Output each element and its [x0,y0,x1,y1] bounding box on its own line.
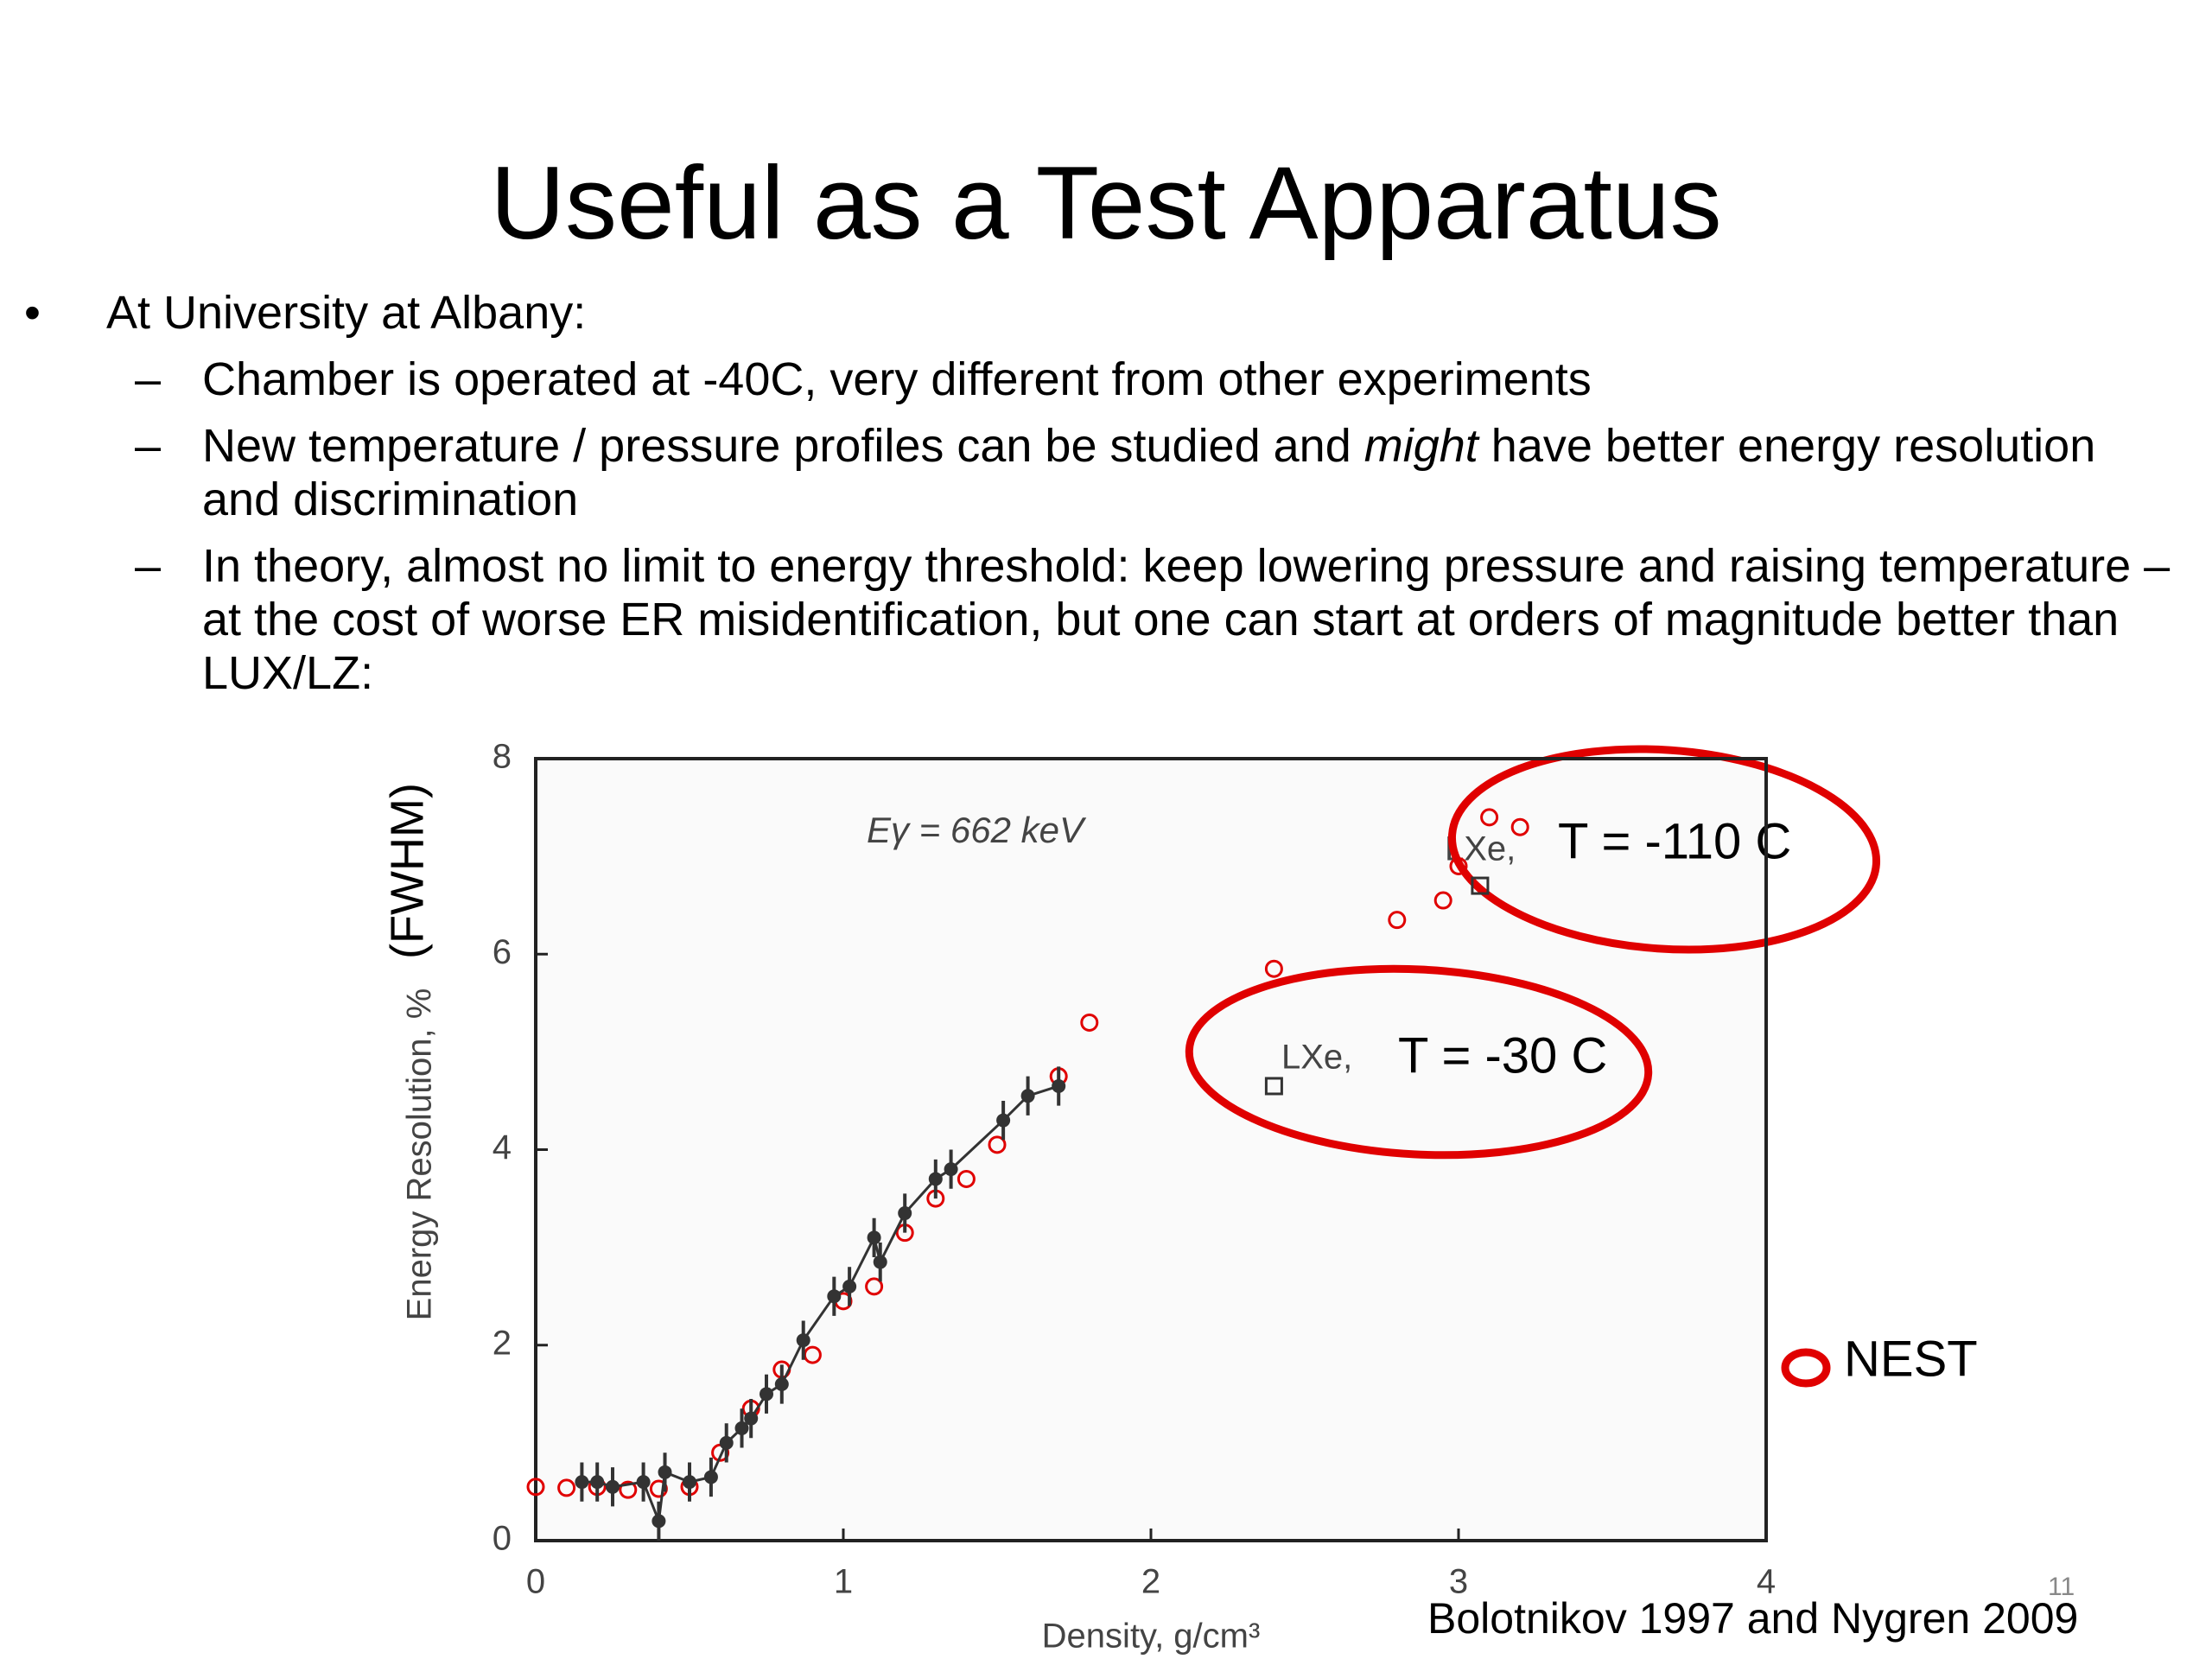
data-point [557,1478,576,1497]
data-point [719,1435,734,1450]
page-number: 11 [2048,1573,2075,1601]
data-point [636,1475,651,1490]
data-point [1264,1077,1283,1096]
legend-label: NEST [1844,1331,1978,1387]
data-point [703,1470,718,1484]
data-point [1264,959,1283,978]
data-point [606,1479,620,1494]
bullet: At University at Albany: [0,286,2212,340]
x-axis-label: Density, g/cm³ [1042,1618,1261,1656]
data-point [1433,891,1452,910]
sub-bullet: Chamber is operated at -40C, very differ… [0,353,2212,406]
x-tick-label: 4 [1757,1563,1776,1601]
data-point [873,1255,887,1269]
slide-title: Useful as a Test Apparatus [490,145,1722,261]
data-point [774,1377,789,1391]
text-run: Chamber is operated at -40C, very differ… [202,353,1592,405]
data-point [796,1333,810,1348]
data-point [590,1475,605,1490]
plot-frame [534,757,1768,1542]
sub-bullet: In theory, almost no limit to energy thr… [0,539,2212,700]
y-axis-label: Energy Resolution, % [401,988,439,1321]
y-tick-label: 4 [493,1128,512,1166]
text-run: In theory, almost no limit to energy thr… [202,540,2171,699]
x-tick-label: 2 [1141,1563,1160,1601]
data-point [683,1475,696,1490]
highlight-ellipse [1185,964,1653,1160]
data-point [526,1478,545,1497]
text-run: might [1363,420,1478,472]
highlight-ellipse [1447,745,1881,954]
data-point [988,1135,1007,1154]
source: Bolotnikov 1997 and Nygren 2009 [1427,1594,2078,1643]
sub-list: Chamber is operated at -40C, very differ… [0,353,2212,700]
data-point [1471,876,1490,895]
data-point [928,1172,943,1186]
data-point [944,1162,958,1177]
data-point [1052,1078,1066,1093]
data-point [1020,1089,1035,1103]
y-tick-label: 2 [493,1324,512,1362]
y-axis-note: (FWHM) [381,783,433,959]
y-tick-label: 0 [493,1520,512,1558]
annotation: T = -110 C [1558,813,1791,869]
x-tick-label: 0 [526,1563,545,1601]
data-point [1510,817,1529,836]
data-point [867,1230,881,1245]
data-point [760,1387,773,1402]
data-point [575,1475,589,1490]
data-point [658,1465,672,1479]
data-point [957,1169,976,1188]
sub-bullet: New temperature / pressure profiles can … [0,419,2212,526]
x-tick-label: 1 [834,1563,853,1601]
data-point [827,1289,842,1304]
data-point [898,1206,912,1221]
data-point [865,1277,884,1296]
data-point [1449,856,1468,875]
data-point [734,1421,749,1435]
data-point [842,1279,857,1294]
data-point [996,1113,1011,1128]
annotation: LXe, [1281,1039,1352,1077]
data-point [1480,808,1499,827]
text-run: have better energy resolution and discri… [202,420,2096,525]
legend-marker [1781,1348,1831,1388]
data-point [1388,911,1407,930]
plot-background [536,759,1766,1541]
annotation: T = -30 C [1398,1027,1607,1084]
y-tick-label: 8 [493,738,512,776]
text-run: New temperature / pressure profiles can … [202,420,1364,472]
y-tick-label: 6 [493,933,512,971]
data-point [652,1514,666,1529]
data-point [744,1411,759,1426]
bullet-list: At University at Albany: Chamber is opera… [0,286,2212,700]
data-point [619,1480,638,1499]
annotation: Eγ = 662 keV [867,810,1087,850]
x-tick-label: 3 [1449,1563,1468,1601]
data-point [1080,1013,1099,1032]
